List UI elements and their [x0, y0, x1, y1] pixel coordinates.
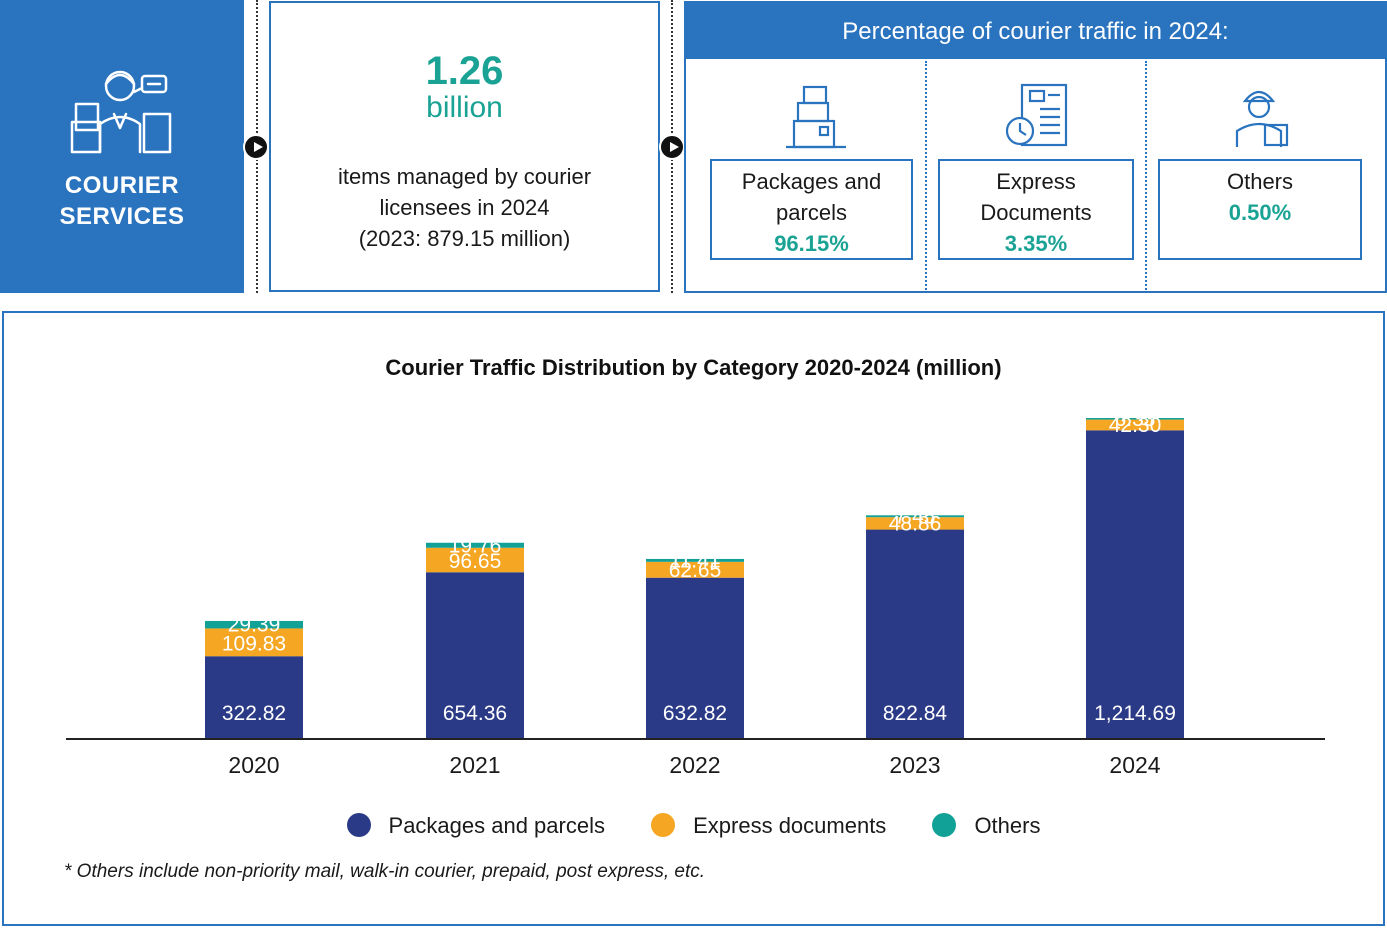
- others-percentage-card: Others 0.50%: [1158, 159, 1362, 260]
- data-label-2022-express: 62.65: [669, 559, 722, 582]
- express-percentage-value: 3.35%: [1004, 231, 1068, 256]
- bar-segment-2022-packages: [646, 577, 744, 738]
- chart-legend: Packages and parcels Express documents O…: [4, 813, 1383, 839]
- document-clock-icon: [1005, 83, 1068, 147]
- legend-swatch-others: [932, 813, 957, 837]
- legend-swatch-express: [651, 813, 676, 837]
- legend-label-packages: Packages and parcels: [388, 813, 605, 838]
- divider-dotted: [925, 61, 927, 293]
- bar-segment-2021-others: [426, 542, 524, 548]
- data-label-2024-packages: 1,214.69: [1094, 702, 1176, 725]
- total-items-unit: billion: [426, 91, 503, 124]
- chart-footnote: * Others include non-priority mail, walk…: [64, 861, 705, 882]
- courier-services-title-line1: COURIER: [64, 172, 180, 199]
- play-arrow-icon: [659, 134, 685, 160]
- data-label-2024-express: 42.30: [1109, 414, 1162, 437]
- legend-label-express: Express documents: [693, 813, 887, 838]
- data-label-2022-others: 11.41: [670, 549, 721, 572]
- x-tick-label-2022: 2022: [669, 752, 720, 778]
- legend-swatch-packages: [346, 813, 371, 837]
- bar-segment-2020-express: [205, 628, 303, 657]
- bar-segment-2023-packages: [866, 529, 964, 738]
- package-stack-icon: [786, 85, 846, 149]
- legend-item-others: Others: [932, 813, 1040, 839]
- bar-segment-2020-others: [205, 620, 303, 629]
- bar-segment-2020-packages: [205, 656, 303, 738]
- total-items-box: 1.26 billion items managed by courier li…: [269, 1, 660, 292]
- courier-services-panel: COURIER SERVICES: [0, 0, 244, 293]
- data-label-2021-packages: 654.36: [443, 702, 507, 725]
- data-label-2020-packages: 322.82: [222, 702, 286, 725]
- bar-segment-2022-others: [646, 558, 744, 562]
- bar-segment-2021-packages: [426, 572, 524, 738]
- data-label-2022-packages: 632.82: [663, 702, 727, 725]
- data-label-2020-express: 109.83: [222, 632, 286, 655]
- express-percentage-card: Express Documents 3.35%: [938, 159, 1134, 260]
- data-label-2021-express: 96.65: [449, 550, 502, 573]
- bar-segment-2021-express: [426, 547, 524, 573]
- bar-segment-2022-express: [646, 561, 744, 578]
- packages-percentage-value: 96.15%: [774, 231, 849, 256]
- data-label-2023-express: 48.86: [889, 512, 942, 535]
- x-tick-label-2021: 2021: [449, 752, 500, 778]
- courier-services-title-line2: SERVICES: [59, 203, 185, 230]
- express-percentage-label: Express Documents: [980, 169, 1092, 225]
- bar-segment-2024-packages: [1086, 430, 1184, 738]
- packages-percentage-label: Packages and parcels: [741, 169, 882, 225]
- legend-item-packages: Packages and parcels: [346, 813, 605, 839]
- divider-dotted: [1145, 61, 1147, 293]
- x-tick-label-2020: 2020: [228, 752, 279, 778]
- x-tick-label-2023: 2023: [889, 752, 940, 778]
- total-items-description: items managed by courier licensees in 20…: [337, 164, 592, 251]
- others-percentage-label: Others: [1226, 169, 1294, 194]
- data-label-2020-others: 29.39: [228, 614, 281, 637]
- play-arrow-icon: [243, 134, 269, 160]
- data-label-2023-others: 7.45: [895, 505, 936, 528]
- bar-segment-2023-others: [866, 515, 964, 518]
- total-items-value: 1.26: [425, 49, 504, 93]
- legend-label-others: Others: [974, 813, 1041, 838]
- courier-person-icon: [1235, 90, 1289, 147]
- bar-segment-2023-express: [866, 517, 964, 530]
- data-label-2023-packages: 822.84: [883, 702, 948, 725]
- data-label-2024-others: 6.33: [1115, 408, 1156, 431]
- legend-item-express: Express documents: [651, 813, 886, 839]
- chart-panel: Courier Traffic Distribution by Category…: [2, 311, 1385, 926]
- x-tick-label-2024: 2024: [1109, 752, 1160, 778]
- packages-percentage-card: Packages and parcels 96.15%: [710, 159, 913, 260]
- chart-title: Courier Traffic Distribution by Category…: [385, 355, 1002, 380]
- bar-segment-2024-others: [1086, 418, 1184, 420]
- others-percentage-value: 0.50%: [1228, 200, 1292, 225]
- percentage-box: Percentage of courier traffic in 2024: P…: [684, 1, 1387, 293]
- courier-services-title: COURIER SERVICES: [0, 170, 244, 232]
- bar-segment-2024-express: [1086, 419, 1184, 431]
- courier-agent-icon: [70, 70, 172, 154]
- percentage-header: Percentage of courier traffic in 2024:: [686, 3, 1385, 59]
- data-label-2021-others: 19.76: [449, 534, 502, 557]
